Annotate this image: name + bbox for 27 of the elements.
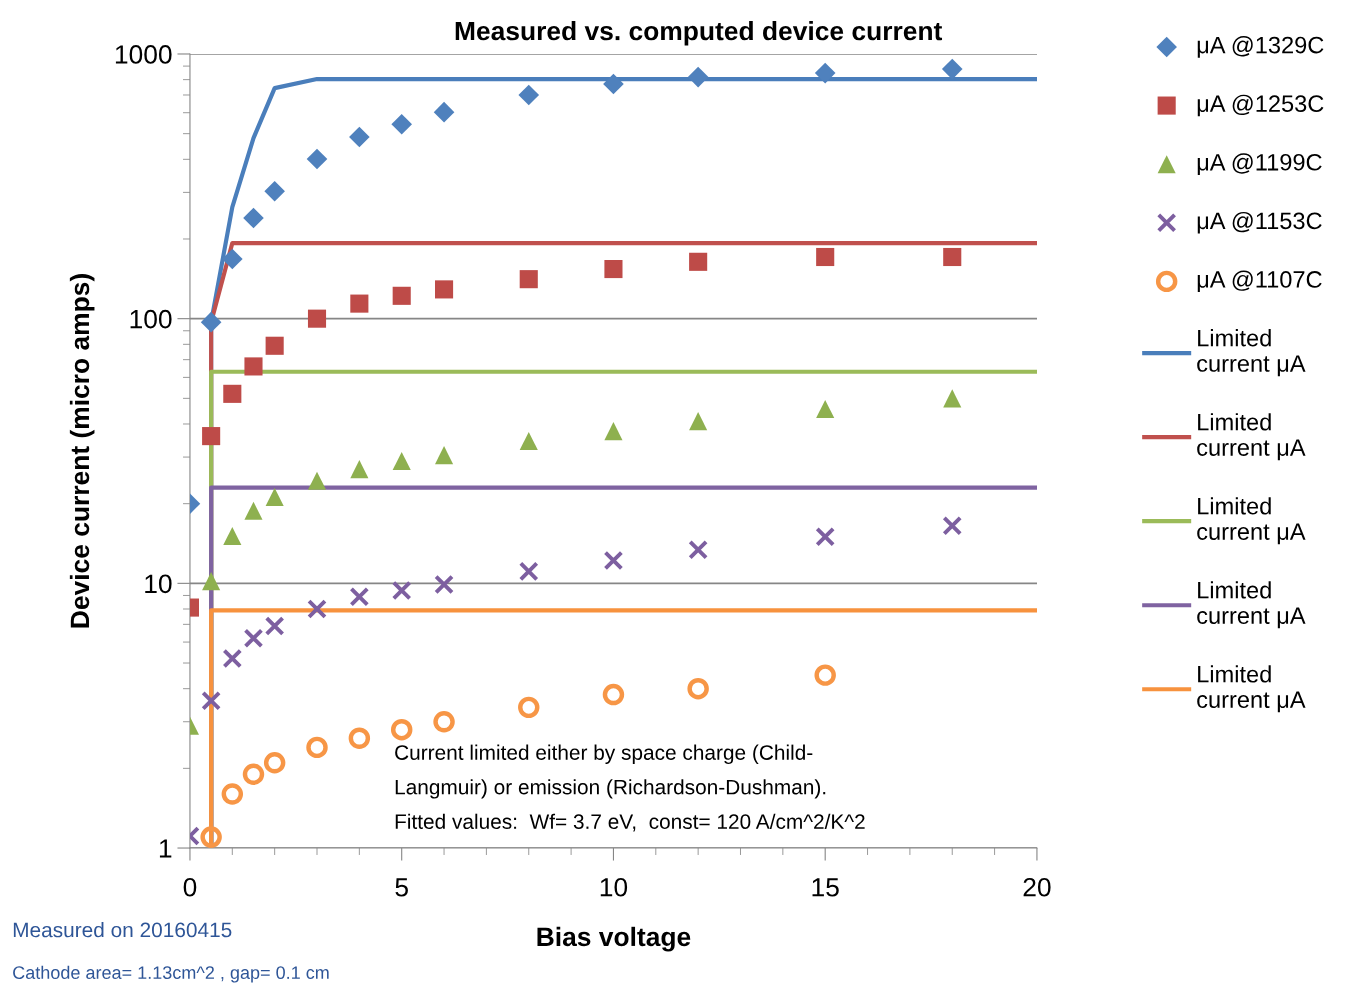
annotation: Current limited either by space charge (Child- [395, 744, 813, 765]
legend-label: μA @1199C [1197, 153, 1322, 175]
annotation: Fitted values: Wf= 3.7 eV, const= 120 A/cm^2/K^2 [395, 813, 865, 832]
legend-label: μA @1253C [1197, 94, 1324, 117]
legend-label: μA @1153C [1197, 211, 1322, 234]
legend-label: Limited current μA [1197, 665, 1306, 713]
x-tick-label: 10 [600, 877, 628, 897]
annotation: Langmuir) or emission (Richardson-Dushman). [395, 779, 826, 799]
y-axis-title: Device current (micro amps) [69, 274, 95, 628]
x-tick-label: 15 [812, 878, 839, 897]
x-axis-title: Bias voltage [537, 926, 691, 952]
chart-title: Measured vs. computed device current [455, 20, 943, 46]
x-tick-label: 20 [1023, 877, 1051, 897]
y-tick-label: 1 [159, 839, 172, 858]
text: Cathode area= 1.13cm^2 , gap= 0.1 cm [13, 965, 329, 983]
y-tick-label: 10 [145, 574, 172, 594]
y-tick-label: 100 [130, 309, 172, 329]
legend-label: μA @1329C [1197, 36, 1324, 58]
legend-label: μA @1107C [1197, 270, 1322, 293]
x-tick-label: 0 [183, 877, 197, 897]
legend-label: Limited current μA [1197, 413, 1306, 461]
x-tick-label: 5 [395, 878, 408, 897]
y-tick-label: 1000 [115, 45, 172, 64]
legend-label: Limited current μA [1197, 497, 1306, 545]
legend-label: Limited current μA [1197, 329, 1306, 377]
text: Measured on 20160415 [13, 922, 232, 938]
legend-label: Limited current μA [1197, 581, 1306, 629]
